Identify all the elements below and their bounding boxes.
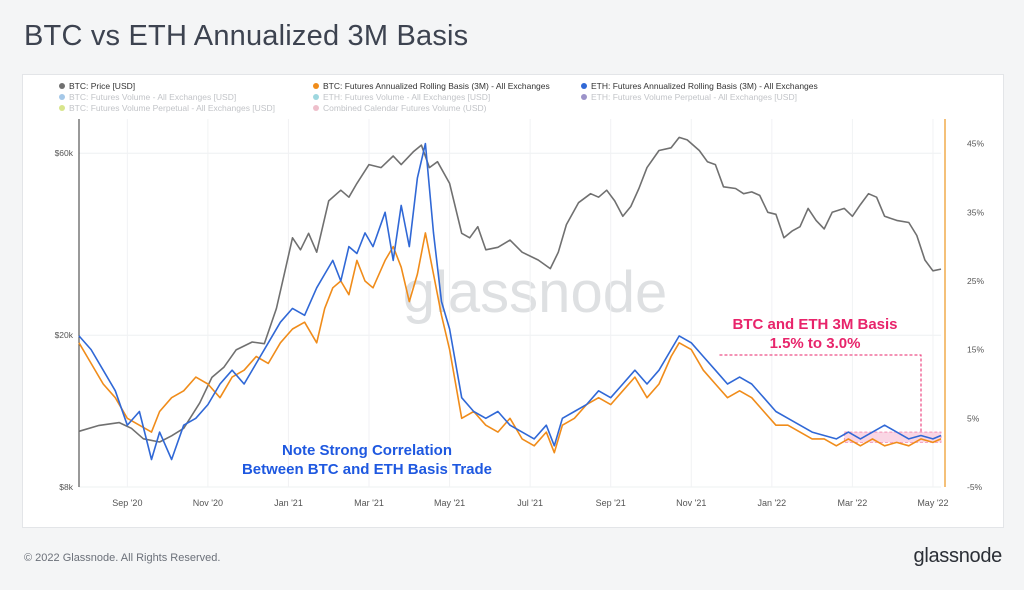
legend-dot-icon bbox=[59, 105, 65, 111]
chart-axes: $8k $20k $60k -5% 5% 15% 25% 35% 45% Sep '20 Nov '… bbox=[55, 119, 984, 508]
right-axis-tick-label: 5% bbox=[967, 413, 980, 423]
legend-label: BTC: Price [USD] bbox=[69, 81, 136, 91]
left-axis-tick-label: $8k bbox=[59, 482, 73, 492]
annotation-basis-range-value: 1.5% to 3.0% bbox=[770, 335, 861, 352]
glassnode-logo: glassnode bbox=[913, 545, 1003, 567]
annotation-correlation-line1: Note Strong Correlation bbox=[282, 442, 452, 459]
x-axis-tick-label: Mar '22 bbox=[838, 498, 868, 508]
chart-plot: glassnode $8k $20k $60k -5% 5% 15% 25% 35% 45% Se… bbox=[55, 119, 984, 508]
chart-lines bbox=[78, 136, 942, 461]
right-axis-tick-label: 35% bbox=[967, 207, 984, 217]
legend-item-btc-futures-volume[interactable]: BTC: Futures Volume - All Exchanges [USD… bbox=[59, 92, 236, 102]
copyright-text: © 2022 Glassnode. All Rights Reserved. bbox=[24, 552, 221, 564]
legend-label: ETH: Futures Volume Perpetual - All Exch… bbox=[591, 92, 797, 102]
legend-dot-icon bbox=[313, 83, 319, 89]
legend-dot-icon bbox=[313, 105, 319, 111]
left-axis-tick-label: $60k bbox=[55, 148, 74, 158]
btc-price-line bbox=[78, 136, 942, 443]
legend-label: ETH: Futures Volume - All Exchanges [USD… bbox=[323, 92, 491, 102]
x-axis-tick-label: May '21 bbox=[434, 498, 465, 508]
btc-basis-line bbox=[78, 232, 942, 454]
legend-dot-icon bbox=[59, 83, 65, 89]
chart-grid bbox=[79, 119, 941, 488]
legend-dot-icon bbox=[59, 94, 65, 100]
x-axis-tick-label: Jul '21 bbox=[517, 498, 543, 508]
annotation-leader-line bbox=[719, 354, 922, 433]
x-axis-tick-label: Nov '20 bbox=[193, 498, 223, 508]
x-axis-tick-label: May '22 bbox=[917, 498, 948, 508]
legend-dot-icon bbox=[581, 94, 587, 100]
legend: BTC: Price [USD] BTC: Futures Annualized… bbox=[59, 81, 959, 115]
eth-basis-line bbox=[78, 142, 942, 461]
annotation-basis-range-title: BTC and ETH 3M Basis bbox=[732, 316, 897, 333]
legend-item-btc-price[interactable]: BTC: Price [USD] bbox=[59, 81, 135, 91]
x-axis-tick-label: Jan '21 bbox=[274, 498, 303, 508]
legend-label: ETH: Futures Annualized Rolling Basis (3… bbox=[591, 81, 818, 91]
x-axis-tick-label: Mar '21 bbox=[354, 498, 384, 508]
legend-label: BTC: Futures Volume Perpetual - All Exch… bbox=[69, 103, 275, 113]
highlight-band-rect bbox=[843, 431, 942, 443]
legend-dot-icon bbox=[313, 94, 319, 100]
legend-item-btc-basis[interactable]: BTC: Futures Annualized Rolling Basis (3… bbox=[313, 81, 550, 91]
legend-item-combined-calendar-volume[interactable]: Combined Calendar Futures Volume (USD) bbox=[313, 103, 486, 113]
annotation-correlation-line2: Between BTC and ETH Basis Trade bbox=[242, 461, 492, 478]
watermark: glassnode bbox=[403, 260, 667, 325]
legend-item-eth-basis[interactable]: ETH: Futures Annualized Rolling Basis (3… bbox=[581, 81, 818, 91]
right-axis-tick-label: 15% bbox=[967, 345, 984, 355]
x-axis-tick-label: Jan '22 bbox=[757, 498, 786, 508]
legend-label: BTC: Futures Volume - All Exchanges [USD… bbox=[69, 92, 237, 102]
chart-annotations: BTC and ETH 3M Basis 1.5% to 3.0% Note S… bbox=[242, 316, 898, 478]
legend-item-eth-futures-volume[interactable]: ETH: Futures Volume - All Exchanges [USD… bbox=[313, 92, 490, 102]
left-axis-tick-label: $20k bbox=[55, 330, 74, 340]
right-axis-tick-label: -5% bbox=[967, 482, 983, 492]
legend-dot-icon bbox=[581, 83, 587, 89]
legend-label: Combined Calendar Futures Volume (USD) bbox=[323, 103, 487, 113]
x-axis-tick-label: Sep '21 bbox=[596, 498, 626, 508]
legend-label: BTC: Futures Annualized Rolling Basis (3… bbox=[323, 81, 550, 91]
x-axis-tick-label: Nov '21 bbox=[676, 498, 706, 508]
chart-card: BTC: Price [USD] BTC: Futures Annualized… bbox=[22, 74, 1004, 528]
x-axis-tick-label: Sep '20 bbox=[112, 498, 142, 508]
legend-item-btc-perp-volume[interactable]: BTC: Futures Volume Perpetual - All Exch… bbox=[59, 103, 275, 113]
page-title: BTC vs ETH Annualized 3M Basis bbox=[24, 20, 469, 52]
highlight-band bbox=[719, 354, 942, 443]
legend-item-eth-perp-volume[interactable]: ETH: Futures Volume Perpetual - All Exch… bbox=[581, 92, 797, 102]
right-axis-tick-label: 25% bbox=[967, 276, 984, 286]
right-axis-tick-label: 45% bbox=[967, 139, 984, 149]
